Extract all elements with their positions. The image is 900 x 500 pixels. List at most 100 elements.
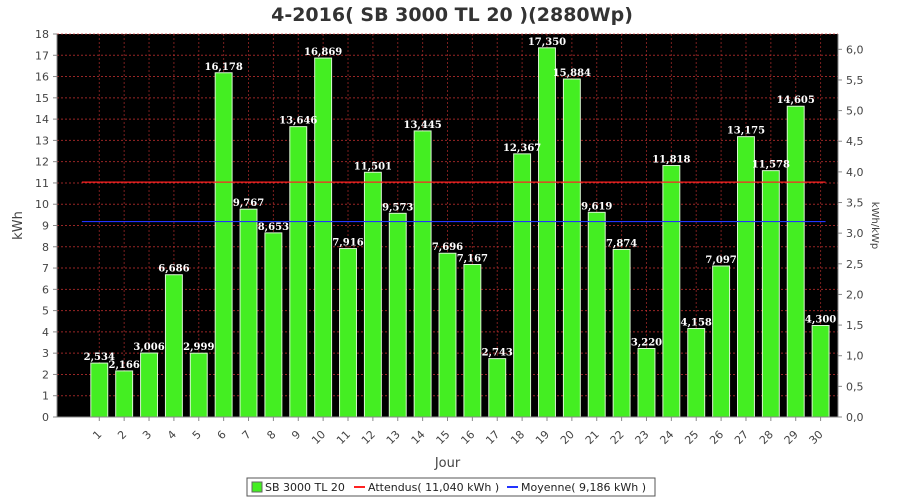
data-label: 17,350	[528, 37, 566, 48]
bar	[811, 325, 830, 418]
bar	[289, 126, 308, 418]
bar	[488, 358, 507, 418]
y2-tick-label: 4,5	[846, 135, 864, 148]
y2-tick-label: 6,0	[846, 43, 864, 56]
bar	[164, 274, 183, 418]
x-tick-label: 25	[682, 428, 701, 447]
x-tick-label: 6	[215, 428, 229, 442]
data-label: 13,646	[279, 116, 317, 127]
data-label: 13,445	[403, 120, 441, 131]
bar	[463, 264, 482, 418]
bar	[612, 248, 631, 418]
data-label: 2,743	[482, 348, 513, 359]
x-tick-label: 13	[384, 428, 403, 447]
data-label: 6,686	[158, 264, 189, 275]
data-label: 8,653	[258, 222, 289, 233]
y-tick-label: 2	[42, 368, 49, 381]
x-tick-label: 30	[807, 428, 826, 447]
legend-label: Moyenne( 9,186 kWh )	[521, 481, 646, 494]
bar	[214, 72, 233, 418]
y2-tick-label: 5,0	[846, 105, 864, 118]
y2-tick-label: 5,5	[846, 74, 864, 87]
x-tick-label: 19	[533, 428, 552, 447]
x-tick-label: 29	[782, 428, 801, 447]
y-tick-label: 16	[35, 71, 49, 84]
data-label: 16,869	[304, 47, 342, 58]
y-tick-label: 12	[35, 156, 49, 169]
data-label: 14,605	[777, 95, 815, 106]
data-label: 7,874	[606, 238, 637, 249]
y2-tick-label: 4,0	[846, 166, 864, 179]
data-label: 2,534	[84, 352, 115, 363]
x-tick-label: 3	[140, 428, 154, 442]
x-tick-label: 2	[115, 428, 129, 442]
data-label: 9,619	[581, 201, 612, 212]
bar	[513, 153, 532, 418]
y2-tick-label: 2,0	[846, 288, 864, 301]
bar	[587, 211, 606, 418]
x-tick-label: 26	[707, 428, 726, 447]
y-tick-label: 3	[42, 347, 49, 360]
legend: SB 3000 TL 20 Attendus( 11,040 kWh ) Moyen…	[246, 477, 656, 497]
x-tick-label: 8	[264, 428, 278, 442]
x-tick-label: 11	[334, 428, 353, 447]
data-label: 2,166	[108, 360, 139, 371]
data-label: 16,178	[205, 62, 243, 73]
y-tick-label: 0	[42, 411, 49, 424]
y2-tick-label: 1,0	[846, 350, 864, 363]
data-label: 7,167	[457, 254, 488, 265]
y-tick-label: 14	[35, 113, 49, 126]
data-label: 13,175	[727, 126, 765, 137]
x-tick-label: 20	[558, 428, 577, 447]
legend-box	[246, 477, 656, 497]
y-tick-label: 4	[42, 326, 49, 339]
bar	[538, 47, 556, 418]
y-tick-label: 8	[42, 241, 49, 254]
bars	[90, 47, 830, 418]
bar	[786, 105, 805, 418]
data-label: 7,696	[432, 242, 463, 253]
data-label: 7,916	[332, 238, 363, 249]
y-tick-label: 18	[35, 28, 49, 41]
y-axis-label: kWh	[11, 211, 26, 240]
bar	[363, 171, 382, 418]
bar	[637, 347, 656, 418]
y-tick-label: 9	[42, 220, 49, 233]
data-label: 11,818	[652, 155, 690, 166]
y-tick-label: 5	[42, 305, 49, 318]
bar	[189, 352, 208, 418]
bar	[140, 352, 158, 418]
x-tick-label: 24	[657, 428, 676, 447]
data-label: 11,501	[354, 161, 392, 172]
data-label: 4,158	[681, 318, 712, 329]
chart-title: 4-2016( SB 3000 TL 20 )(2880Wp)	[271, 4, 633, 26]
bar	[737, 136, 755, 418]
y-tick-label: 1	[42, 390, 49, 403]
x-tick-label: 5	[190, 428, 204, 442]
bar	[712, 265, 731, 418]
y2-tick-label: 0,0	[846, 411, 864, 424]
data-label: 9,767	[233, 198, 264, 209]
x-tick-label: 16	[458, 428, 477, 447]
x-tick-label: 23	[633, 428, 652, 447]
y-axis-right: 0,0 0,5 1,0 1,5 2,0 2,5 3,0 3,5 4,0 4,5 5,0 5,5 6,0	[837, 34, 864, 424]
data-label: 3,220	[631, 337, 662, 348]
x-tick-label: 22	[608, 428, 627, 447]
x-tick-label: 28	[757, 428, 776, 447]
bar	[761, 170, 780, 418]
bar	[562, 78, 581, 418]
bar	[339, 248, 357, 418]
bar	[90, 362, 109, 418]
y2-tick-label: 0,5	[846, 380, 864, 393]
x-tick-label: 7	[239, 428, 253, 442]
data-label: 9,573	[382, 202, 413, 213]
x-tick-label: 15	[434, 428, 453, 447]
y2-tick-label: 2,5	[846, 258, 864, 271]
y-tick-label: 13	[35, 134, 49, 147]
bar	[314, 57, 333, 418]
x-tick-label: 27	[732, 428, 751, 447]
x-tick-label: 9	[289, 428, 303, 442]
reference-lines	[81, 181, 826, 223]
